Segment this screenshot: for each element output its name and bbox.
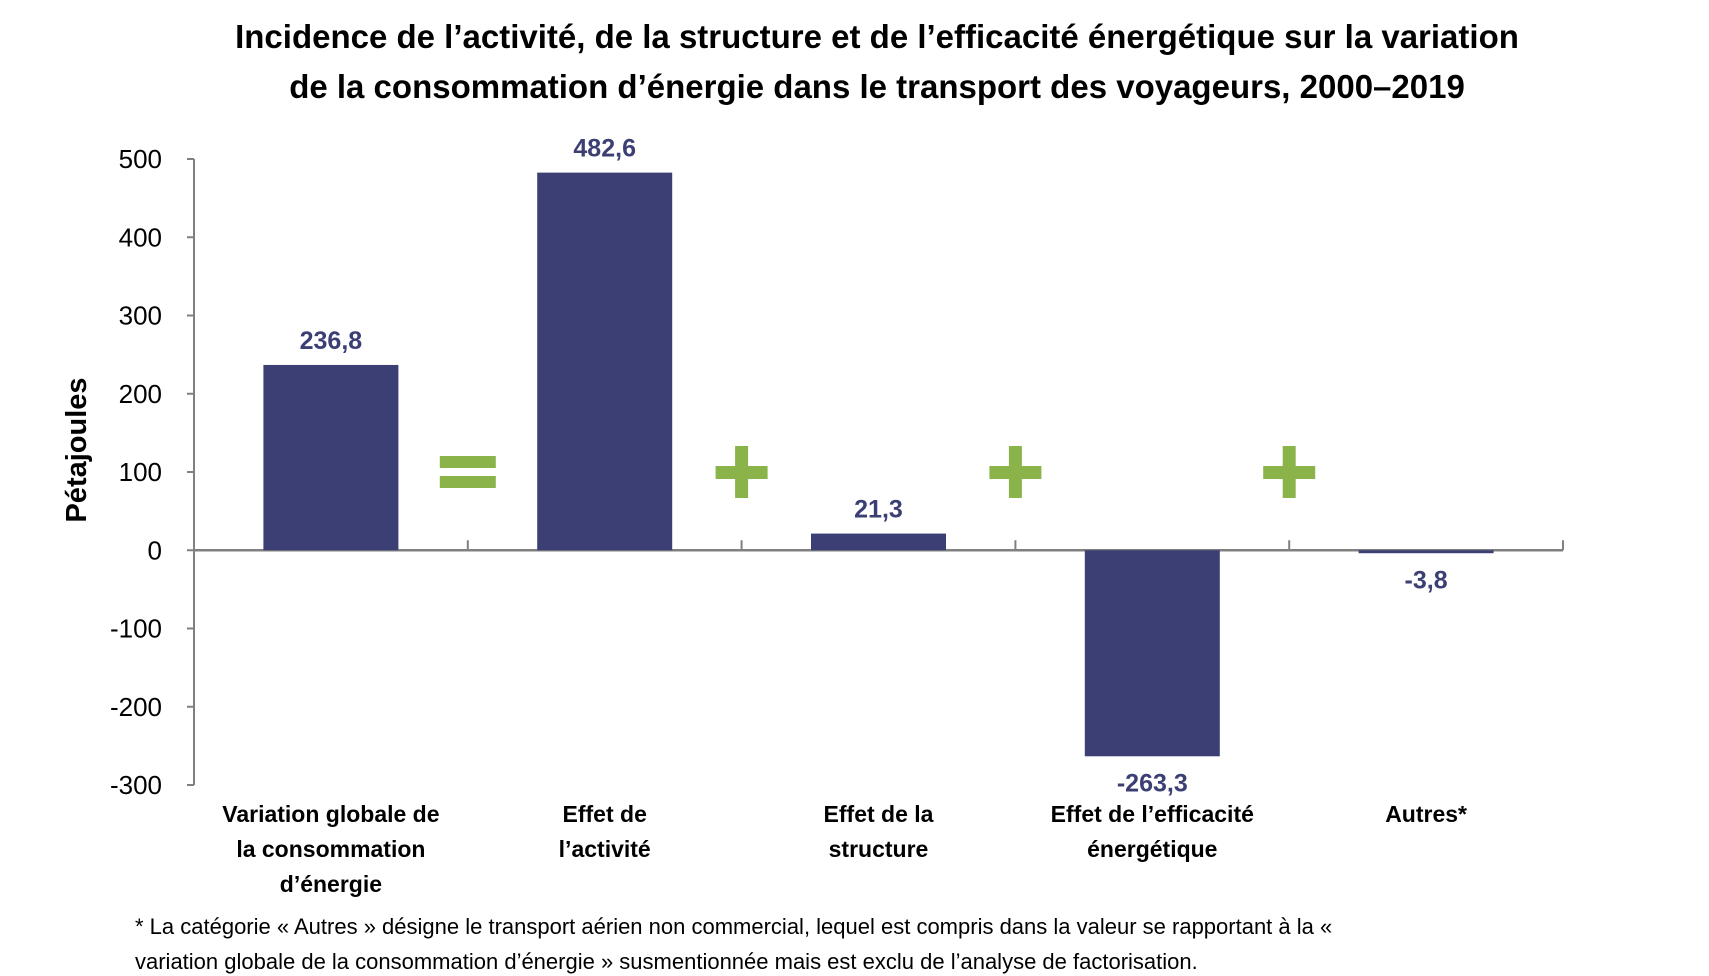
data-label: 236,8 [300, 327, 363, 355]
y-tick-label: 200 [119, 379, 162, 409]
x-category-label: structure [829, 836, 929, 862]
x-category-label: la consommation [236, 836, 425, 862]
y-tick-label: -200 [110, 692, 162, 722]
data-label: -3,8 [1405, 566, 1448, 594]
y-axis-label: Pétajoules [61, 377, 93, 522]
footnote-line-1: * La catégorie « Autres » désigne le tra… [135, 914, 1332, 939]
x-category-label: énergétique [1087, 836, 1217, 862]
bar [1084, 550, 1220, 757]
data-label: 21,3 [854, 496, 903, 524]
x-category-label: Effet de l’efficacité [1051, 801, 1254, 827]
bar [263, 364, 399, 551]
y-tick-label: 300 [119, 301, 162, 331]
y-tick-label: 500 [119, 144, 162, 174]
plot-area: 500 400 300 200 100 0 -100 -200 -300 236,8 Variati… [110, 135, 1564, 897]
x-category-label: Effet de la [824, 801, 934, 827]
y-tick-label: -100 [110, 614, 162, 644]
x-category-label: l’activité [559, 836, 651, 862]
x-category-label: Effet de [563, 801, 647, 827]
plus-sign-icon [1008, 446, 1022, 498]
data-label: -263,3 [1117, 769, 1188, 797]
x-category-label: Autres* [1385, 801, 1467, 827]
bar [537, 172, 673, 551]
x-category-label: d’énergie [280, 871, 382, 897]
plus-sign-icon [1282, 446, 1296, 498]
y-tick-label: 100 [119, 457, 162, 487]
data-label: 482,6 [573, 135, 636, 163]
y-tick-label: 400 [119, 222, 162, 252]
plus-sign-icon [735, 446, 749, 498]
bar [811, 533, 946, 551]
equals-sign-icon [439, 476, 496, 488]
chart-title-line-1: Incidence de l’activité, de la structure… [235, 18, 1519, 55]
footnote-line-2: variation globale de la consommation d’é… [135, 949, 1198, 974]
equals-sign-icon [439, 456, 496, 468]
y-tick-label: -300 [110, 770, 162, 800]
chart-title-line-2: de la consommation d’énergie dans le tra… [289, 68, 1465, 105]
y-tick-label: 0 [148, 535, 162, 565]
x-category-label: Variation globale de [222, 801, 439, 827]
bar [1358, 550, 1494, 554]
